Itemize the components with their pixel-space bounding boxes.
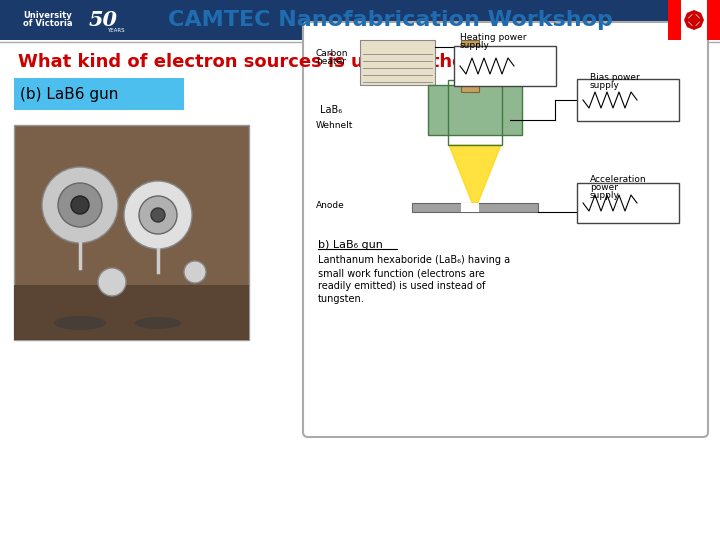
Text: CAMTEC Nanofabrication Workshop: CAMTEC Nanofabrication Workshop	[168, 10, 613, 30]
Text: Lanthanum hexaboride (LaB₆) having a: Lanthanum hexaboride (LaB₆) having a	[318, 255, 510, 265]
Bar	[461, 203, 479, 212]
Bar	[668, 0, 720, 40]
Text: b) LaB₆ gun: b) LaB₆ gun	[318, 240, 383, 250]
Text: supply: supply	[590, 82, 620, 91]
Circle shape	[124, 181, 192, 249]
Circle shape	[42, 167, 118, 243]
Text: Bias power: Bias power	[590, 73, 640, 83]
Text: tungsten.: tungsten.	[318, 294, 365, 304]
Text: power: power	[590, 184, 618, 192]
Circle shape	[184, 261, 206, 283]
Bar	[448, 80, 502, 145]
Text: YEARS: YEARS	[107, 29, 125, 33]
Circle shape	[58, 183, 102, 227]
Text: small work function (electrons are: small work function (electrons are	[318, 268, 485, 278]
Text: supply: supply	[460, 42, 490, 51]
FancyBboxPatch shape	[303, 22, 708, 437]
Bar	[14, 125, 249, 340]
Circle shape	[139, 196, 177, 234]
Text: What kind of electron sources is used in the SEM?: What kind of electron sources is used in…	[18, 53, 524, 71]
FancyBboxPatch shape	[577, 79, 679, 121]
Text: Carbon: Carbon	[316, 49, 348, 57]
Bar	[412, 203, 538, 212]
Text: 50: 50	[89, 10, 117, 30]
FancyBboxPatch shape	[577, 183, 679, 223]
Circle shape	[71, 196, 89, 214]
FancyBboxPatch shape	[454, 46, 556, 86]
Text: heater: heater	[316, 57, 346, 65]
Circle shape	[151, 208, 165, 222]
Bar	[360, 40, 435, 85]
Text: supply: supply	[590, 192, 620, 200]
Text: of Victoria: of Victoria	[23, 19, 73, 29]
Polygon shape	[449, 145, 501, 210]
Bar	[707, 0, 720, 40]
Bar	[461, 40, 479, 92]
Bar	[668, 0, 681, 40]
Circle shape	[98, 268, 126, 296]
Text: readily emitted) is used instead of: readily emitted) is used instead of	[318, 281, 485, 291]
FancyBboxPatch shape	[14, 78, 184, 110]
Text: (b) LaB6 gun: (b) LaB6 gun	[20, 86, 118, 102]
Bar	[0, 0, 720, 40]
Bar	[681, 0, 707, 40]
Text: LaB₆: LaB₆	[320, 105, 342, 115]
Bar	[14, 285, 249, 340]
Ellipse shape	[54, 316, 106, 330]
Text: University: University	[24, 10, 73, 19]
Bar	[428, 85, 522, 135]
Text: Wehnelt: Wehnelt	[316, 120, 354, 130]
Ellipse shape	[135, 317, 181, 329]
Text: Heating power: Heating power	[460, 33, 526, 43]
Text: Acceleration: Acceleration	[590, 176, 647, 185]
Text: Anode: Anode	[316, 200, 345, 210]
